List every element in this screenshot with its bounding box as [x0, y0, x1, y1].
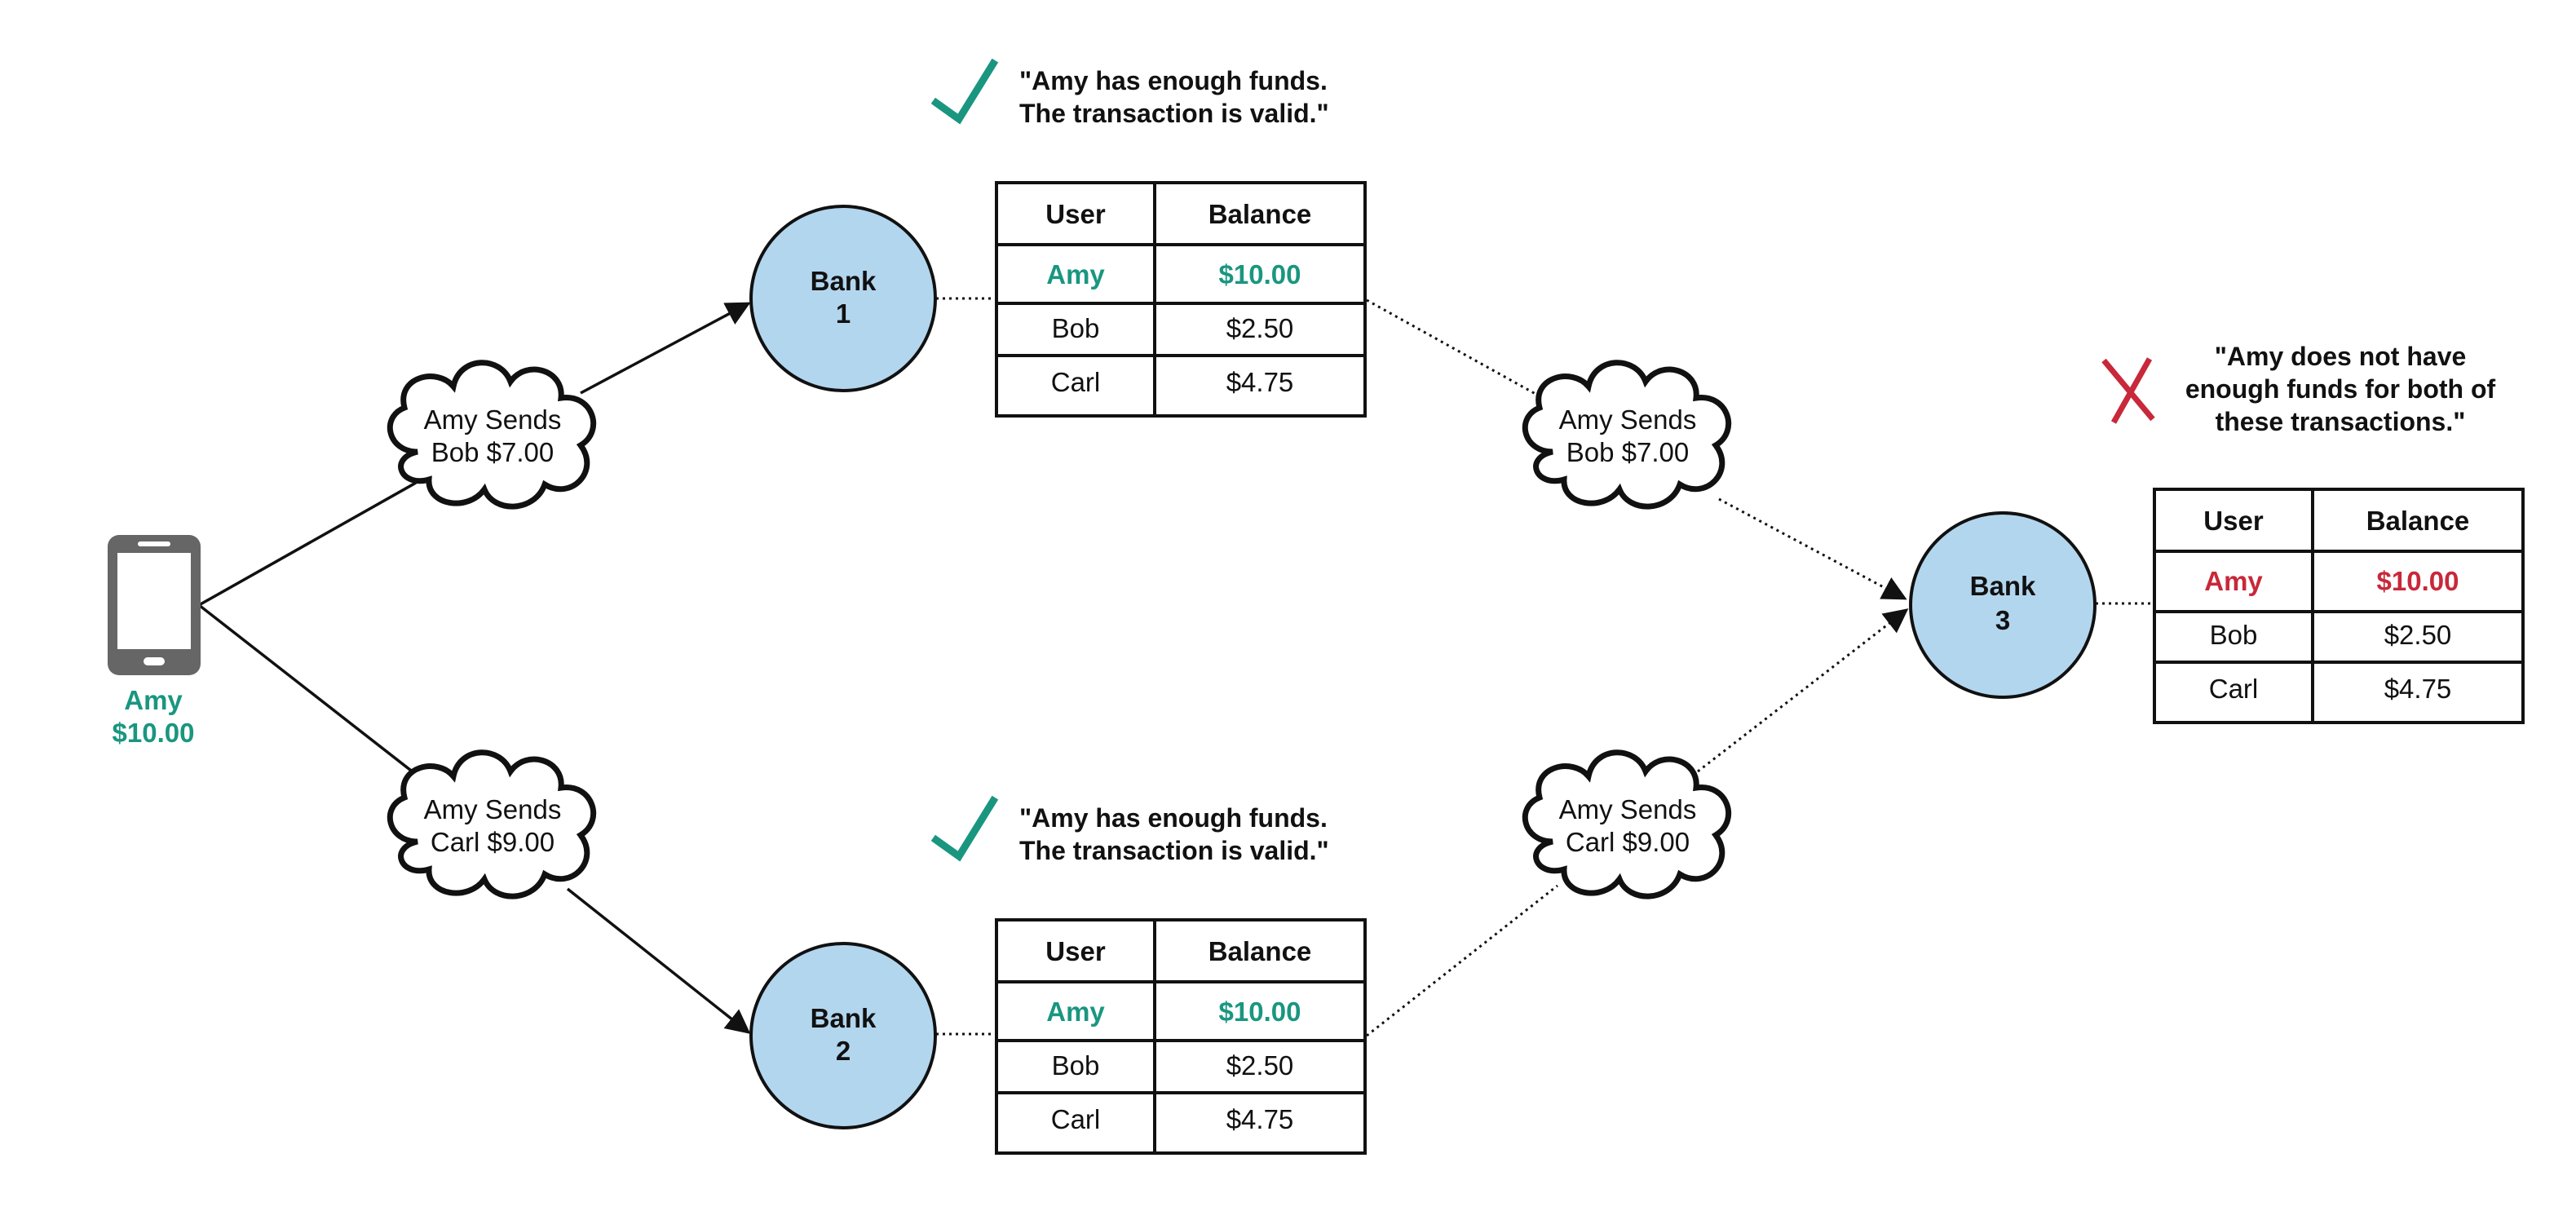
invalid-message: "Amy does not have enough funds for both… [2101, 342, 2496, 436]
balance-table-bank3: User Balance Amy $10.00 Bob $2.50 Carl $… [2153, 488, 2525, 724]
table-header-balance: Balance [2366, 506, 2470, 536]
bank-number: 2 [836, 1036, 851, 1066]
valid-message-bottom: "Amy has enough funds. The transaction i… [930, 795, 1329, 865]
cloud-amy-sends-carl: Amy Sends Carl $9.00 [390, 753, 593, 896]
cross-icon [2101, 357, 2155, 424]
balance-table-bank1: User Balance Amy $10.00 Bob $2.50 Carl $… [995, 181, 1367, 418]
cloud-line1: Amy Sends [424, 404, 562, 435]
table-cell-user-amy: Amy [1046, 259, 1105, 289]
table1-to-cloud-line [1366, 298, 1544, 400]
cloud-to-bank3-arrow-bob [1718, 497, 1907, 600]
cloud-line2: Carl $9.00 [1566, 827, 1690, 857]
message-line1: "Amy does not have [2215, 342, 2467, 371]
bank-number: 1 [836, 298, 851, 329]
cloud-line2: Carl $9.00 [431, 827, 555, 857]
cloud-line2: Bob $7.00 [431, 437, 554, 467]
table-cell-user-carl: Carl [1051, 1104, 1101, 1134]
message-line3: these transactions." [2216, 407, 2466, 436]
phone-user-label: Amy [124, 685, 183, 715]
cloud-line2: Bob $7.00 [1566, 437, 1689, 467]
table-cell-balance-carl: $4.75 [1226, 1104, 1294, 1134]
table-header-balance: Balance [1208, 936, 1312, 966]
cloud-line1: Amy Sends [424, 794, 562, 824]
table-cell-user-amy: Amy [2204, 566, 2263, 596]
phone-to-cloud-bob-line [198, 481, 417, 607]
table-header-user: User [2203, 506, 2264, 536]
table-cell-balance-carl: $4.75 [2384, 674, 2452, 704]
message-line2: The transaction is valid." [1019, 99, 1329, 128]
bank-number: 3 [1995, 605, 2010, 635]
bank-node-1: Bank 1 [749, 205, 937, 392]
table-cell-user-bob: Bob [1052, 1050, 1100, 1081]
table-cell-user-carl: Carl [1051, 367, 1101, 397]
phone-amount-label: $10.00 [113, 718, 195, 748]
balance-table-bank2: User Balance Amy $10.00 Bob $2.50 Carl $… [995, 918, 1367, 1155]
table-header-user: User [1045, 936, 1106, 966]
message-line1: "Amy has enough funds. [1019, 66, 1328, 95]
bank-name: Bank [811, 1003, 877, 1033]
table-cell-balance-amy: $10.00 [1219, 997, 1301, 1027]
message-line2: The transaction is valid." [1019, 836, 1329, 865]
table-cell-user-amy: Amy [1046, 997, 1105, 1027]
table2-to-cloud-line [1366, 884, 1558, 1037]
smartphone-icon [108, 535, 201, 675]
cloud-propagate-bob: Amy Sends Bob $7.00 [1525, 363, 1728, 506]
bank-name: Bank [1970, 571, 2036, 601]
table-header-balance: Balance [1208, 199, 1312, 229]
cloud-line1: Amy Sends [1559, 794, 1697, 824]
table-cell-user-bob: Bob [1052, 313, 1100, 343]
cloud-to-bank3-arrow-carl [1697, 608, 1909, 773]
bank-node-3: Bank 3 [1909, 511, 2097, 699]
table-cell-balance-amy: $10.00 [1219, 259, 1301, 289]
cloud-propagate-carl: Amy Sends Carl $9.00 [1525, 753, 1728, 896]
valid-message-top: "Amy has enough funds. The transaction i… [930, 58, 1329, 128]
checkmark-icon [930, 795, 999, 862]
cloud-amy-sends-bob: Amy Sends Bob $7.00 [390, 363, 593, 506]
bank-name: Bank [811, 266, 877, 296]
cloud-line1: Amy Sends [1559, 404, 1697, 435]
table-cell-balance-bob: $2.50 [1226, 1050, 1294, 1081]
table-cell-user-carl: Carl [2209, 674, 2259, 704]
phone-to-cloud-carl-line [197, 603, 416, 775]
table-cell-balance-carl: $4.75 [1226, 367, 1294, 397]
cloud-to-bank1-arrow [580, 302, 751, 395]
phone-node: Amy $10.00 [108, 535, 201, 748]
message-line2: enough funds for both of [2185, 374, 2496, 404]
table-cell-balance-bob: $2.50 [2384, 620, 2452, 650]
connectors [197, 297, 2154, 1037]
table-cell-balance-bob: $2.50 [1226, 313, 1294, 343]
table-cell-balance-amy: $10.00 [2377, 566, 2459, 596]
table-cell-user-bob: Bob [2210, 620, 2258, 650]
message-line1: "Amy has enough funds. [1019, 803, 1328, 833]
table-header-user: User [1045, 199, 1106, 229]
cloud-to-bank2-arrow [566, 887, 751, 1034]
checkmark-icon [930, 58, 999, 125]
bank-node-2: Bank 2 [749, 942, 937, 1129]
